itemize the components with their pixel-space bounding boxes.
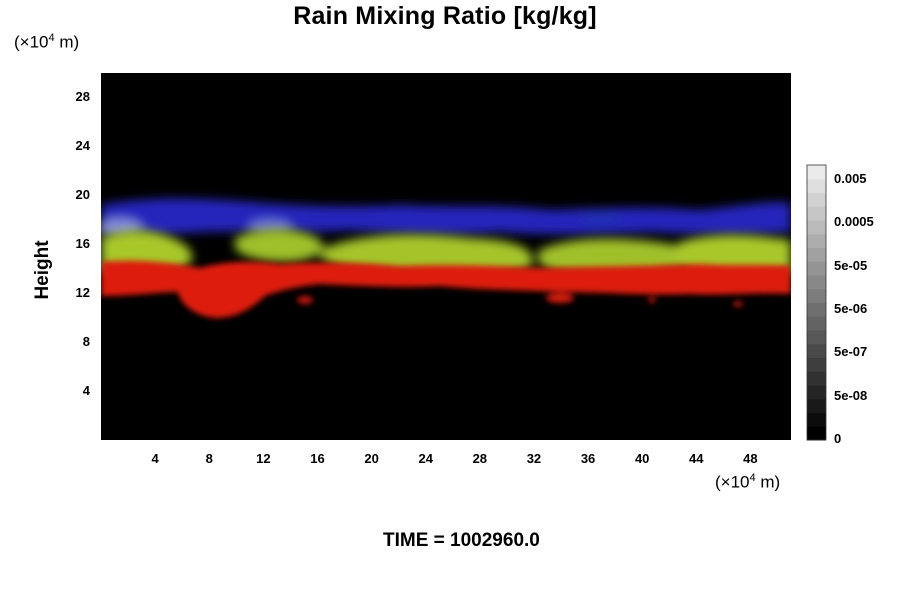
- colorbar-swatch: [807, 178, 826, 193]
- colorbar-swatch: [807, 261, 826, 276]
- colorbar-swatch: [807, 371, 826, 386]
- colorbar: [806, 164, 827, 441]
- x-tick-label: 48: [743, 451, 758, 466]
- x-tick-label: 36: [580, 451, 596, 466]
- x-tick-label: 28: [472, 451, 488, 466]
- chart-title: Rain Mixing Ratio [kg/kg]: [293, 2, 597, 30]
- colorbar-swatch: [807, 426, 826, 441]
- rain-field: [101, 198, 791, 318]
- x-tick-label: 40: [634, 451, 650, 466]
- colorbar-swatch: [807, 192, 826, 207]
- colorbar-label: 0: [834, 431, 842, 446]
- red-layer: [101, 260, 791, 318]
- colorbar-label: 5e-05: [834, 257, 868, 273]
- colorbar-outline: [806, 164, 827, 441]
- colorbar-swatch: [807, 165, 826, 180]
- colorbar-swatch: [807, 220, 826, 235]
- time-label: TIME = 1002960.0: [383, 530, 540, 551]
- colorbar-label: 5e-07: [834, 344, 868, 360]
- y-tick-label: 4: [82, 383, 90, 399]
- x-tick-label: 20: [364, 451, 379, 466]
- colorbar-swatch: [807, 330, 826, 345]
- colorbar-swatch: [807, 302, 826, 317]
- colorbar-swatch: [807, 357, 826, 372]
- x-tick-label: 16: [310, 451, 325, 466]
- x-tick-label: 32: [526, 451, 542, 466]
- colorbar-swatch: [807, 206, 826, 221]
- colorbar-swatch: [807, 288, 826, 303]
- x-tick-label: 44: [689, 451, 704, 466]
- x-tick-label: 8: [205, 451, 213, 466]
- colorbar-swatch: [807, 343, 826, 358]
- y-tick-label: 12: [75, 285, 90, 301]
- x-axis-unit: (×104 m): [715, 472, 781, 492]
- colorbar-label: 5e-08: [834, 387, 868, 403]
- x-tick-label: 4: [151, 451, 159, 466]
- y-tick-label: 20: [75, 187, 90, 203]
- y-tick-label: 16: [75, 236, 90, 252]
- colorbar-swatch: [807, 398, 826, 413]
- colorbar-label: 0.005: [834, 171, 867, 186]
- colorbar-swatch: [807, 412, 826, 427]
- colorbar-swatch: [807, 275, 826, 290]
- colorbar-label: 5e-06: [834, 301, 868, 316]
- x-tick-label: 12: [256, 451, 271, 466]
- y-tick-label: 28: [75, 89, 90, 105]
- y-axis-unit: (×104 m): [14, 32, 80, 52]
- y-tick-label: 8: [82, 334, 90, 350]
- colorbar-swatch: [807, 233, 826, 248]
- colorbar-label: 0.0005: [834, 214, 874, 230]
- y-tick-label: 24: [75, 138, 90, 154]
- colorbar-swatch: [807, 247, 826, 262]
- colorbar-swatch: [807, 385, 826, 400]
- x-tick-label: 24: [418, 451, 433, 466]
- colorbar-swatch: [807, 316, 826, 331]
